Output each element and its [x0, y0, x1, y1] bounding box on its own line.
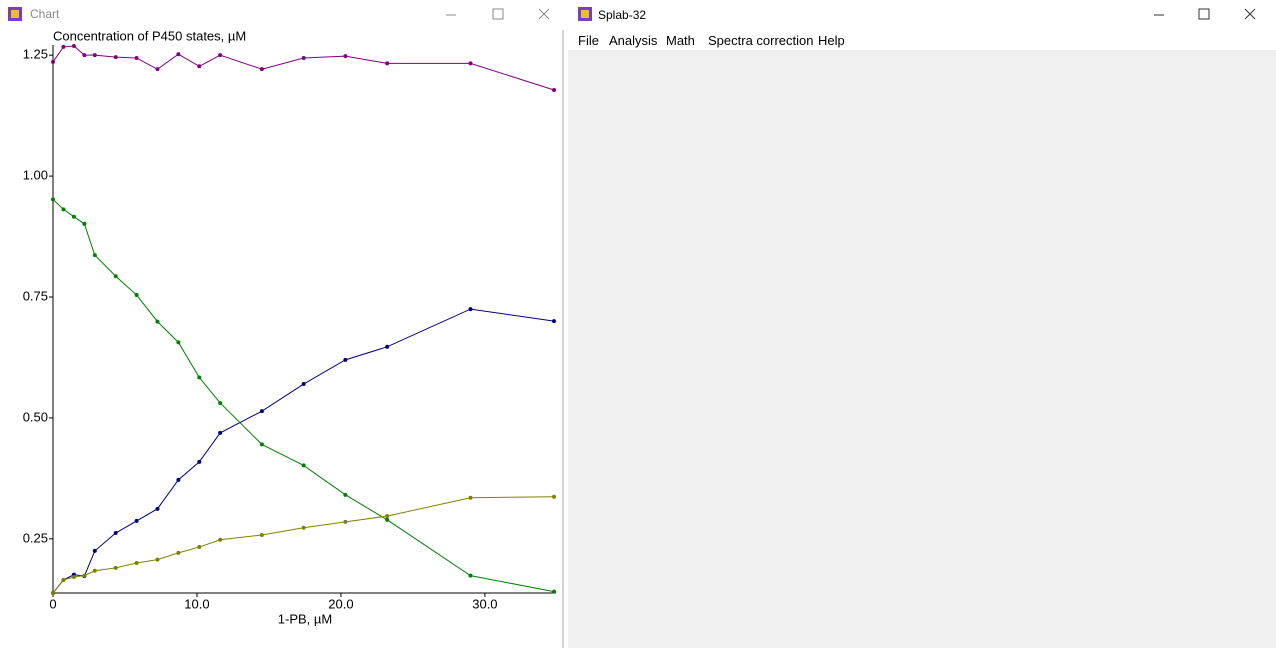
data-point [176, 340, 181, 345]
data-point [301, 525, 306, 530]
data-point [552, 589, 556, 594]
data-point [259, 442, 264, 447]
data-point [61, 577, 66, 582]
series-line [52, 496, 555, 594]
data-point [385, 61, 390, 66]
data-point [82, 573, 87, 578]
data-point [92, 568, 97, 573]
data-point [218, 537, 223, 542]
data-point [197, 459, 202, 464]
data-point [385, 517, 390, 522]
close[interactable] [538, 8, 550, 20]
title-area [568, 0, 1276, 50]
data-point [301, 382, 306, 387]
series-line [52, 199, 555, 593]
menu-item: Analysis [609, 33, 658, 48]
series-line [52, 308, 555, 594]
data-point [343, 357, 348, 362]
data-point [385, 514, 390, 519]
data-point [71, 214, 76, 219]
data-point [343, 519, 348, 524]
data-point [468, 573, 473, 578]
title-bar [568, 0, 1276, 50]
data-point [259, 67, 264, 72]
data-point [552, 494, 556, 499]
window-title: Splab-32 [598, 8, 647, 22]
y-tick-label: 0.50 [23, 409, 48, 424]
data-point [468, 61, 473, 66]
x-tick-label: 0 [49, 596, 56, 611]
data-point [61, 207, 66, 212]
window-title: Chart [30, 7, 60, 21]
app-icon-inner [11, 10, 19, 18]
data-point [155, 557, 160, 562]
maximize[interactable] [492, 8, 504, 20]
data-point [92, 253, 97, 258]
splab-window: Splab-32 File Analysis Math Spectra correcti… [568, 0, 1276, 648]
data-point [343, 492, 348, 497]
data-point [343, 54, 348, 59]
data-point [51, 197, 55, 202]
data-point [134, 293, 139, 298]
data-point [71, 43, 76, 48]
close[interactable] [1244, 8, 1256, 20]
data-point [92, 548, 97, 553]
data-point [134, 56, 139, 61]
data-point [155, 319, 160, 324]
data-point [259, 409, 264, 414]
data-point [218, 53, 223, 58]
data-point [468, 495, 473, 500]
x-tick-label: 30.0 [472, 596, 497, 611]
data-point [197, 545, 202, 550]
menu-item: File [578, 33, 599, 48]
data-point [552, 319, 556, 324]
app-icon-inner [581, 10, 589, 18]
data-point [113, 565, 118, 570]
data-point [259, 532, 264, 537]
data-point [113, 531, 118, 536]
data-point [301, 463, 306, 468]
data-point [51, 59, 55, 64]
data-point [385, 344, 390, 349]
data-point [218, 400, 223, 405]
chart-title: Concentration of P450 states, µM [53, 28, 246, 43]
menu-item: Math [666, 33, 695, 48]
data-point [71, 575, 76, 580]
data-point [51, 591, 55, 595]
y-tick-label: 1.25 [23, 47, 48, 62]
x-tick-label: 10.0 [184, 596, 209, 611]
data-point [92, 53, 97, 58]
y-tick-label: 1.00 [23, 168, 48, 183]
data-point [468, 307, 473, 312]
data-point [82, 53, 87, 58]
y-tick-label: 0.75 [23, 288, 48, 303]
data-point [113, 55, 118, 60]
data-point [197, 64, 202, 69]
maximize[interactable] [1198, 8, 1210, 20]
series-line [52, 45, 555, 91]
data-point [113, 274, 118, 279]
chart-window: Chart Concentration of P450 states, µM 1… [0, 0, 566, 648]
menu-item: Spectra correction [708, 33, 814, 48]
title-bar [0, 0, 566, 30]
data-point [301, 56, 306, 61]
data-point [155, 506, 160, 511]
data-point [176, 477, 181, 482]
data-point [218, 430, 223, 435]
data-point [176, 52, 181, 57]
data-point [134, 518, 139, 523]
y-tick-label: 0.25 [23, 530, 48, 545]
data-point [82, 221, 87, 226]
menu-item: Help [818, 33, 845, 48]
data-point [552, 87, 556, 92]
data-point [134, 561, 139, 566]
data-point [176, 550, 181, 555]
data-point [197, 375, 202, 380]
data-point [155, 67, 160, 72]
data-point [61, 44, 66, 49]
x-axis-label: 1-PB, µM [278, 611, 332, 626]
x-tick-label: 20.0 [328, 596, 353, 611]
